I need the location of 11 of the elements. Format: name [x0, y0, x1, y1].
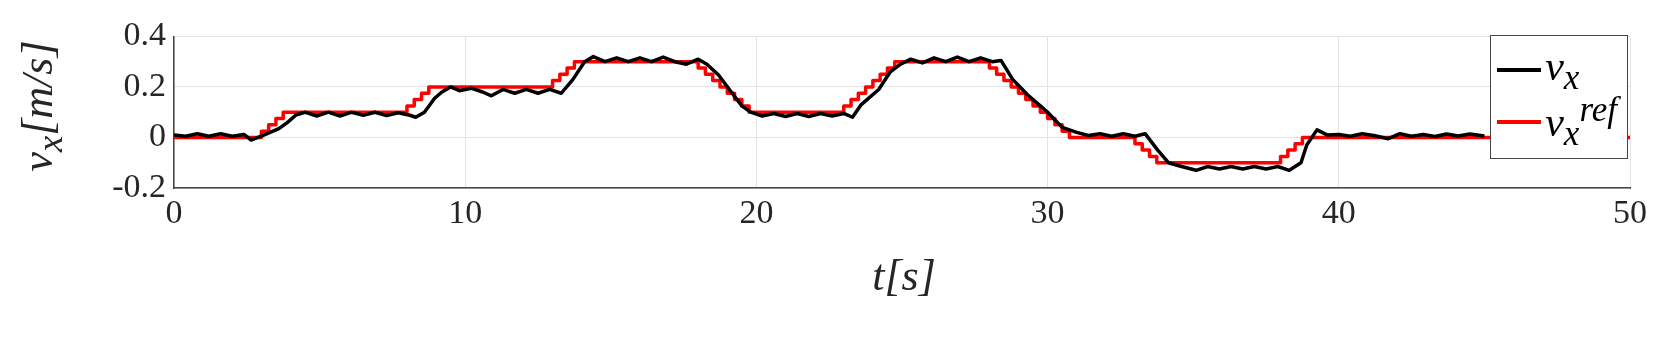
y-tick-label: 0.2	[123, 65, 166, 103]
x-axis-title: t[s]	[871, 251, 937, 300]
y-tick-label: 0	[149, 116, 166, 154]
legend-label: v$_{x}$	[1545, 42, 1580, 98]
x-tick-label: 40	[1321, 193, 1356, 231]
x-tick-label: 30	[1030, 193, 1065, 231]
x-tick-label: 10	[448, 193, 483, 231]
x-tick-label: 50	[1613, 193, 1647, 231]
y-tick-label: -0.2	[112, 166, 166, 204]
y-tick-label: 0.4	[123, 15, 166, 53]
x-tick-label: 20	[739, 193, 774, 231]
